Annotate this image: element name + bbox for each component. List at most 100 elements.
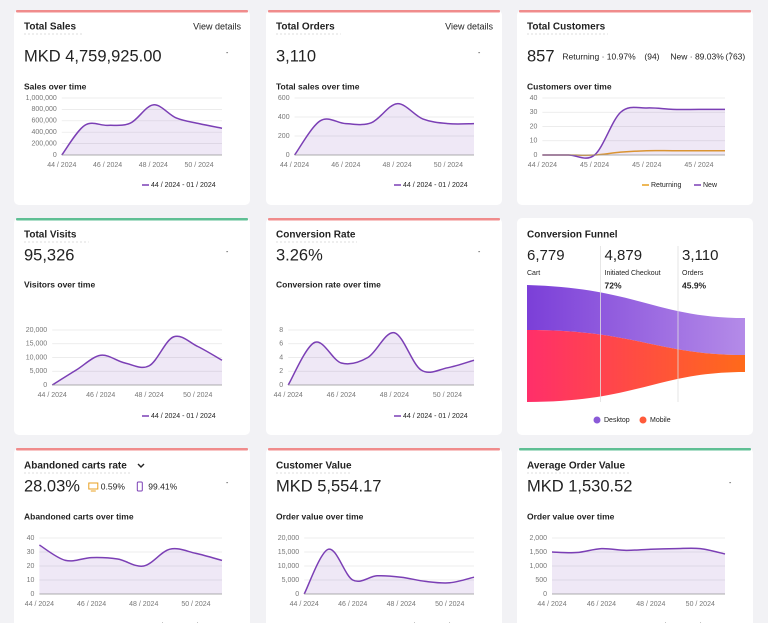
- y-tick-label: 0: [43, 382, 47, 389]
- chart-subtitle: Customers over time: [527, 81, 612, 91]
- y-tick-label: 400,000: [31, 129, 56, 136]
- stage-label: Orders: [682, 270, 704, 277]
- card-value: 28.03%: [24, 477, 80, 495]
- x-tick-label: 48 / 2024: [380, 392, 409, 399]
- y-tick-label: 1,000: [529, 563, 547, 570]
- legend-label: 44 / 2024 - 01 / 2024: [151, 182, 216, 189]
- x-tick-label: 46 / 2024: [86, 392, 115, 399]
- card-title: Conversion Funnel: [527, 230, 618, 241]
- x-tick-label: 45 / 2024: [684, 162, 713, 169]
- card-marker: -: [729, 480, 732, 487]
- chart-subtitle: Order value over time: [276, 511, 364, 521]
- card: [266, 218, 502, 435]
- y-tick-label: 20: [530, 123, 538, 130]
- x-tick-label: 46 / 2024: [93, 162, 122, 169]
- header-stat: 0.59%: [101, 481, 126, 491]
- y-tick-label: 15,000: [278, 549, 300, 556]
- card-accent: [268, 218, 500, 221]
- x-tick-label: 50 / 2024: [433, 392, 462, 399]
- x-tick-label: 46 / 2024: [587, 601, 616, 608]
- y-tick-label: 20,000: [278, 535, 300, 542]
- x-tick-label: 50 / 2024: [434, 162, 463, 169]
- y-tick-label: 600,000: [31, 118, 56, 125]
- area: [288, 332, 474, 385]
- legend-label: 44 / 2024 - 01 / 2024: [403, 413, 468, 420]
- header-stat: New · 89.03%: [670, 51, 724, 61]
- chart-subtitle: Abandoned carts over time: [24, 511, 134, 521]
- y-tick-label: 0: [533, 152, 537, 159]
- x-tick-label: 48 / 2024: [139, 162, 168, 169]
- dropdown-chevron[interactable]: [137, 463, 145, 468]
- card: [14, 10, 250, 205]
- card: [517, 448, 753, 623]
- card: [14, 218, 250, 435]
- x-tick-label: 48 / 2024: [383, 162, 412, 169]
- y-tick-label: 30: [27, 549, 35, 556]
- legend-label: 44 / 2024 - 01 / 2024: [151, 413, 216, 420]
- y-tick-label: 1,500: [529, 549, 547, 556]
- x-tick-label: 48 / 2024: [129, 601, 158, 608]
- card-title: Total Visits: [24, 230, 77, 241]
- y-tick-label: 400: [278, 114, 290, 121]
- y-tick-label: 40: [27, 535, 35, 542]
- x-tick-label: 50 / 2024: [185, 162, 214, 169]
- x-tick-label: 44 / 2024: [280, 162, 309, 169]
- legend-label: Returning: [651, 182, 681, 189]
- y-tick-label: 6: [279, 341, 283, 348]
- area: [294, 103, 474, 155]
- card: [14, 448, 250, 623]
- y-tick-label: 200: [278, 133, 290, 140]
- x-tick-label: 45 / 2024: [632, 162, 661, 169]
- chart-subtitle: Order value over time: [527, 511, 615, 521]
- y-tick-label: 5,000: [30, 368, 48, 375]
- area: [61, 104, 222, 155]
- y-tick-label: 800,000: [31, 106, 56, 113]
- card-accent: [16, 10, 248, 13]
- x-tick-label: 48 / 2024: [135, 392, 164, 399]
- y-tick-label: 0: [286, 152, 290, 159]
- line: [303, 548, 475, 595]
- card-marker: -: [226, 480, 229, 487]
- card-accent: [268, 10, 500, 13]
- x-tick-label: 46 / 2024: [331, 162, 360, 169]
- area: [52, 336, 223, 385]
- stage-label: Cart: [527, 270, 540, 277]
- y-tick-label: 30: [530, 109, 538, 116]
- y-tick-label: 40: [530, 95, 538, 102]
- card-marker: -: [478, 50, 481, 57]
- view-details-link[interactable]: View details: [445, 21, 493, 31]
- area: [552, 548, 725, 594]
- x-tick-label: 44 / 2024: [537, 601, 566, 608]
- mobile-icon: [136, 481, 143, 492]
- header-stat: 99.41%: [148, 481, 177, 491]
- legend-label: 44 / 2024 - 01 / 2024: [403, 182, 468, 189]
- card-marker: -: [226, 249, 229, 256]
- x-tick-label: 48 / 2024: [387, 601, 416, 608]
- card-value: MKD 4,759,925.00: [24, 47, 162, 65]
- y-tick-label: 10,000: [26, 354, 48, 361]
- card-value: MKD 5,554.17: [276, 477, 381, 495]
- card-title: Total Customers: [527, 22, 606, 33]
- legend-label: Desktop: [604, 417, 630, 424]
- x-tick-label: 45 / 2024: [580, 162, 609, 169]
- y-tick-label: 20,000: [26, 327, 48, 334]
- x-tick-label: 44 / 2024: [274, 392, 303, 399]
- area: [39, 545, 223, 594]
- y-tick-label: 10: [530, 138, 538, 145]
- y-tick-label: 0: [53, 152, 57, 159]
- card-value: 95,326: [24, 246, 74, 264]
- stage-value: 6,779: [527, 247, 565, 264]
- line: [287, 331, 475, 386]
- y-tick-label: 1,000,000: [26, 95, 57, 102]
- card-value: 3,110: [276, 47, 316, 65]
- view-details-link[interactable]: View details: [193, 21, 241, 31]
- y-tick-label: 10,000: [278, 563, 300, 570]
- header-stat: Returning · 10.97%: [562, 51, 636, 61]
- desktop-icon: [88, 482, 99, 490]
- stage-rate: 45.9%: [682, 280, 707, 290]
- y-tick-label: 20: [27, 563, 35, 570]
- header-stat: (94): [644, 51, 659, 61]
- x-tick-label: 46 / 2024: [338, 601, 367, 608]
- x-tick-label: 50 / 2024: [435, 601, 464, 608]
